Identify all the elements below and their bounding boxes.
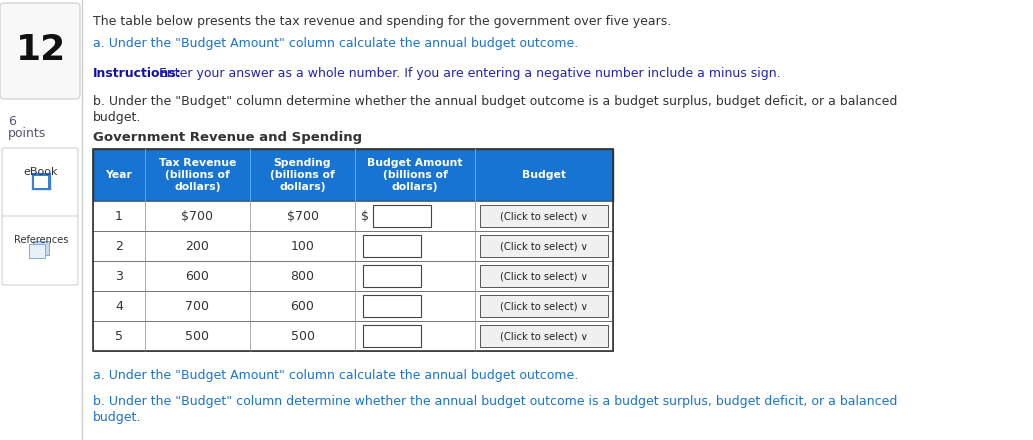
Text: 5: 5 <box>115 330 123 342</box>
Bar <box>480 295 608 317</box>
Text: 700: 700 <box>186 300 210 312</box>
FancyBboxPatch shape <box>2 216 79 285</box>
Text: (Click to select) ∨: (Click to select) ∨ <box>500 331 588 341</box>
Text: 600: 600 <box>186 269 210 282</box>
Bar <box>33 241 49 255</box>
Text: a. Under the "Budget Amount" column calculate the annual budget outcome.: a. Under the "Budget Amount" column calc… <box>93 369 578 382</box>
Text: 1: 1 <box>115 209 123 223</box>
Text: a. Under the "Budget Amount" column calculate the annual budget outcome.: a. Under the "Budget Amount" column calc… <box>93 37 578 50</box>
Bar <box>363 295 421 317</box>
Text: budget.: budget. <box>93 411 142 424</box>
Text: 500: 500 <box>290 330 314 342</box>
Bar <box>373 205 431 227</box>
Text: Year: Year <box>105 170 132 180</box>
Bar <box>34 176 48 188</box>
Text: (Click to select) ∨: (Click to select) ∨ <box>500 301 588 311</box>
Text: b. Under the "Budget" column determine whether the annual budget outcome is a bu: b. Under the "Budget" column determine w… <box>93 395 898 408</box>
Text: Enter your answer as a whole number. If you are entering a negative number inclu: Enter your answer as a whole number. If … <box>155 67 781 80</box>
Text: (Click to select) ∨: (Click to select) ∨ <box>500 241 588 251</box>
Bar <box>93 291 613 321</box>
Text: Budget Amount
(billions of
dollars): Budget Amount (billions of dollars) <box>368 158 463 192</box>
Bar <box>480 235 608 257</box>
Text: 800: 800 <box>290 269 314 282</box>
Text: $: $ <box>361 209 369 223</box>
Text: 100: 100 <box>290 239 314 253</box>
Text: 4: 4 <box>115 300 123 312</box>
Bar <box>363 325 421 347</box>
Bar <box>93 201 613 231</box>
Text: 600: 600 <box>290 300 314 312</box>
Bar <box>93 149 613 201</box>
Bar <box>93 231 613 261</box>
Text: $700: $700 <box>286 209 318 223</box>
Bar <box>93 261 613 291</box>
Text: b. Under the "Budget" column determine whether the annual budget outcome is a bu: b. Under the "Budget" column determine w… <box>93 95 898 108</box>
FancyBboxPatch shape <box>2 148 79 217</box>
Text: Spending
(billions of
dollars): Spending (billions of dollars) <box>270 158 335 192</box>
Bar <box>31 172 51 190</box>
Text: 200: 200 <box>186 239 210 253</box>
Text: eBook: eBook <box>24 167 58 177</box>
Text: 3: 3 <box>115 269 123 282</box>
Text: Government Revenue and Spending: Government Revenue and Spending <box>93 131 363 144</box>
Text: (Click to select) ∨: (Click to select) ∨ <box>500 211 588 221</box>
Bar <box>363 265 421 287</box>
Bar <box>480 265 608 287</box>
Text: Instructions:: Instructions: <box>93 67 182 80</box>
Text: 6: 6 <box>8 115 15 128</box>
Text: Budget: Budget <box>522 170 566 180</box>
Text: 12: 12 <box>15 33 66 67</box>
Text: The table below presents the tax revenue and spending for the government over fi: The table below presents the tax revenue… <box>93 15 671 28</box>
Text: 500: 500 <box>186 330 210 342</box>
Text: 2: 2 <box>115 239 123 253</box>
Text: Tax Revenue
(billions of
dollars): Tax Revenue (billions of dollars) <box>159 158 237 192</box>
Bar <box>93 149 613 201</box>
Text: $700: $700 <box>182 209 214 223</box>
FancyBboxPatch shape <box>0 3 80 99</box>
Text: (Click to select) ∨: (Click to select) ∨ <box>500 271 588 281</box>
Bar <box>93 321 613 351</box>
Bar <box>480 205 608 227</box>
Text: References: References <box>13 235 68 245</box>
Bar <box>29 244 45 258</box>
Bar <box>93 149 613 351</box>
Bar <box>480 325 608 347</box>
Text: points: points <box>8 127 46 140</box>
Bar <box>363 235 421 257</box>
Text: budget.: budget. <box>93 111 142 124</box>
